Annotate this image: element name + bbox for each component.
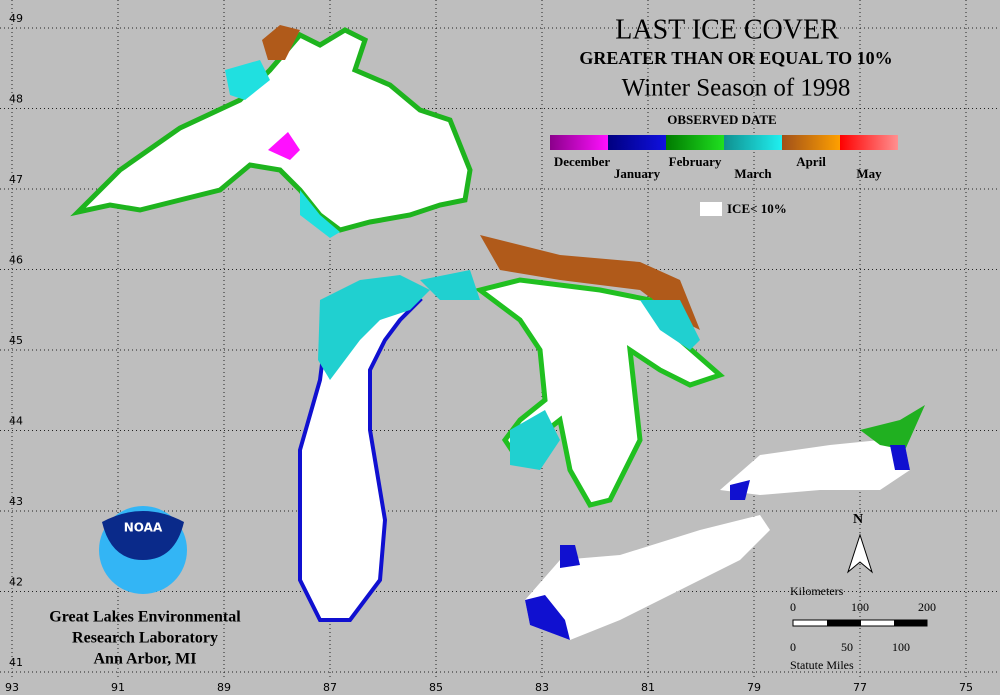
- km-title: Kilometers: [790, 584, 844, 598]
- logo-text: NOAA: [124, 521, 163, 535]
- ice-magenta: [268, 132, 300, 160]
- subtitle: GREATER THAN OR EQUAL TO 10%: [579, 48, 892, 68]
- legend-swatch: [608, 135, 666, 150]
- legend-label: February: [669, 154, 722, 169]
- lon-label: 77: [853, 681, 867, 694]
- north-arrow: N: [846, 512, 874, 574]
- lon-label: 91: [111, 681, 125, 694]
- mi-label: 0: [790, 640, 796, 654]
- lat-label: 42: [9, 576, 23, 589]
- lat-label: 44: [9, 415, 23, 428]
- title: LAST ICE COVER: [615, 14, 839, 45]
- north-label: N: [853, 512, 863, 527]
- ice-ontario: [860, 405, 925, 450]
- ice-erie: [525, 545, 580, 640]
- mi-label: 100: [892, 640, 910, 654]
- lake-erie: [525, 515, 770, 640]
- lat-label: 45: [9, 334, 23, 347]
- credit-line: Great Lakes Environmental: [49, 609, 241, 626]
- legend-title: OBSERVED DATE: [667, 112, 776, 127]
- legend-label: January: [614, 166, 661, 181]
- no-ice-swatch: [700, 202, 722, 216]
- mi-title: Statute Miles: [790, 658, 854, 672]
- legend-swatch: [550, 135, 608, 150]
- lat-label: 49: [9, 12, 23, 25]
- km-label: 200: [918, 600, 936, 614]
- lat-label: 48: [9, 93, 23, 106]
- lon-label: 93: [5, 681, 19, 694]
- km-label: 0: [790, 600, 796, 614]
- ice-michigan-north: [318, 275, 430, 380]
- north-shape: [846, 533, 874, 574]
- lon-label: 89: [217, 681, 231, 694]
- lon-label: 79: [747, 681, 761, 694]
- lake-ontario: [720, 440, 910, 495]
- legend-label: March: [734, 166, 772, 181]
- lat-label: 47: [9, 173, 23, 186]
- credit: Great Lakes Environmental Research Labora…: [49, 609, 241, 668]
- noaa-logo: NOAA: [99, 506, 187, 594]
- scale-black: [894, 620, 927, 626]
- legend-swatch: [724, 135, 782, 150]
- lon-label: 83: [535, 681, 549, 694]
- legend-label: April: [796, 154, 826, 169]
- legend-swatch: [840, 135, 898, 150]
- lon-label: 85: [429, 681, 443, 694]
- lon-label: 87: [323, 681, 337, 694]
- scale-black: [827, 620, 861, 626]
- legend-swatch: [782, 135, 840, 150]
- lat-label: 41: [9, 656, 23, 669]
- scale-labels: 0 100 200 0 50 100: [790, 600, 936, 654]
- lat-label: 43: [9, 495, 23, 508]
- ice-huron: [420, 270, 700, 470]
- mi-label: 50: [841, 640, 853, 654]
- ice-cyan: [225, 60, 340, 238]
- lon-label: 81: [641, 681, 655, 694]
- legend-swatch: [666, 135, 724, 150]
- lon-label: 75: [959, 681, 973, 694]
- ice-ontario-blue: [730, 445, 910, 500]
- legend-label: December: [554, 154, 611, 169]
- credit-line: Research Laboratory: [72, 630, 218, 647]
- ice-brown: [262, 25, 700, 330]
- km-label: 100: [851, 600, 869, 614]
- no-ice-label: ICE< 10%: [727, 201, 787, 216]
- scale-bar: Kilometers Statute Miles: [790, 584, 928, 672]
- logo-bird: [102, 511, 184, 560]
- lat-label: 46: [9, 254, 23, 267]
- lakes: [70, 25, 925, 640]
- credit-line: Ann Arbor, MI: [94, 651, 197, 668]
- legend-label: May: [856, 166, 882, 181]
- season: Winter Season of 1998: [622, 75, 851, 102]
